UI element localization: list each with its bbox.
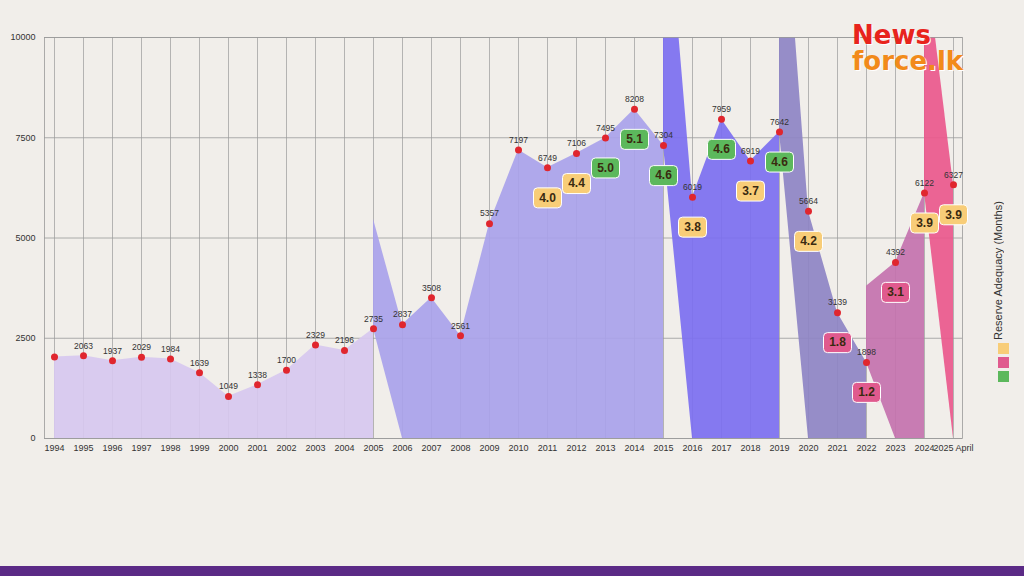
svg-text:2022: 2022 xyxy=(856,443,876,453)
svg-text:3.9: 3.9 xyxy=(945,208,962,222)
svg-text:6122: 6122 xyxy=(915,178,934,188)
svg-text:2025 April: 2025 April xyxy=(933,443,973,453)
svg-text:2063: 2063 xyxy=(74,340,93,350)
svg-text:2029: 2029 xyxy=(132,342,151,352)
svg-text:2019: 2019 xyxy=(769,443,789,453)
svg-text:1049: 1049 xyxy=(219,381,238,391)
svg-text:2009: 2009 xyxy=(479,443,499,453)
svg-text:5664: 5664 xyxy=(799,196,818,206)
svg-text:1.8: 1.8 xyxy=(829,335,846,349)
svg-text:5357: 5357 xyxy=(480,208,499,218)
svg-text:3.1: 3.1 xyxy=(887,285,904,299)
svg-text:10000: 10000 xyxy=(10,32,35,42)
svg-text:6327: 6327 xyxy=(944,170,963,180)
svg-text:1937: 1937 xyxy=(103,346,122,356)
svg-text:6749: 6749 xyxy=(538,153,557,163)
svg-text:2012: 2012 xyxy=(566,443,586,453)
svg-text:3.7: 3.7 xyxy=(742,184,759,198)
svg-text:2015: 2015 xyxy=(653,443,673,453)
html-text:Reserve Adequacy (Months): Reserve Adequacy (Months) xyxy=(992,201,1004,340)
svg-text:2023: 2023 xyxy=(885,443,905,453)
svg-text:7959: 7959 xyxy=(712,104,731,114)
svg-text:2003: 2003 xyxy=(305,443,325,453)
svg-text:1338: 1338 xyxy=(248,370,267,380)
svg-text:1997: 1997 xyxy=(131,443,151,453)
svg-text:3.8: 3.8 xyxy=(684,220,701,234)
svg-text:7106: 7106 xyxy=(567,138,586,148)
svg-text:2837: 2837 xyxy=(393,309,412,319)
svg-text:2017: 2017 xyxy=(711,443,731,453)
svg-text:2004: 2004 xyxy=(334,443,354,453)
svg-text:2329: 2329 xyxy=(306,330,325,340)
svg-text:7642: 7642 xyxy=(770,117,789,127)
svg-text:3508: 3508 xyxy=(422,283,441,293)
svg-text:7304: 7304 xyxy=(654,130,673,140)
svg-text:6919: 6919 xyxy=(741,146,760,156)
svg-text:4.6: 4.6 xyxy=(655,168,672,182)
svg-text:1898: 1898 xyxy=(857,347,876,357)
svg-text:1639: 1639 xyxy=(190,357,209,367)
svg-text:3139: 3139 xyxy=(828,297,847,307)
svg-text:2018: 2018 xyxy=(740,443,760,453)
svg-text:2002: 2002 xyxy=(276,443,296,453)
svg-text:2500: 2500 xyxy=(15,333,35,343)
svg-text:2008: 2008 xyxy=(450,443,470,453)
svg-text:0: 0 xyxy=(30,433,35,443)
html-text:force.lk: force.lk xyxy=(852,46,964,76)
svg-text:5.1: 5.1 xyxy=(626,132,643,146)
svg-text:2000: 2000 xyxy=(218,443,238,453)
svg-text:1.2: 1.2 xyxy=(858,385,875,399)
svg-text:2013: 2013 xyxy=(595,443,615,453)
svg-text:2001: 2001 xyxy=(247,443,267,453)
svg-text:8208: 8208 xyxy=(625,94,644,104)
svg-text:3.9: 3.9 xyxy=(916,216,933,230)
svg-text:1700: 1700 xyxy=(277,355,296,365)
svg-text:5000: 5000 xyxy=(15,233,35,243)
svg-text:1999: 1999 xyxy=(189,443,209,453)
svg-text:1995: 1995 xyxy=(73,443,93,453)
svg-text:2006: 2006 xyxy=(392,443,412,453)
svg-text:1994: 1994 xyxy=(44,443,64,453)
svg-text:4.4: 4.4 xyxy=(568,176,585,190)
svg-text:7495: 7495 xyxy=(596,123,615,133)
svg-text:2007: 2007 xyxy=(421,443,441,453)
svg-text:2010: 2010 xyxy=(508,443,528,453)
svg-text:2024: 2024 xyxy=(914,443,934,453)
svg-text:2735: 2735 xyxy=(364,314,383,324)
svg-text:2005: 2005 xyxy=(363,443,383,453)
svg-text:4392: 4392 xyxy=(886,247,905,257)
svg-text:1998: 1998 xyxy=(160,443,180,453)
svg-text:4.2: 4.2 xyxy=(800,234,817,248)
svg-text:1996: 1996 xyxy=(102,443,122,453)
svg-text:2021: 2021 xyxy=(827,443,847,453)
svg-text:1984: 1984 xyxy=(161,344,180,354)
svg-text:5.0: 5.0 xyxy=(597,161,614,175)
svg-text:7500: 7500 xyxy=(15,133,35,143)
svg-text:4.0: 4.0 xyxy=(539,191,556,205)
svg-text:2014: 2014 xyxy=(624,443,644,453)
svg-text:4.6: 4.6 xyxy=(713,142,730,156)
svg-text:7197: 7197 xyxy=(509,135,528,145)
svg-text:4.6: 4.6 xyxy=(771,155,788,169)
svg-text:2196: 2196 xyxy=(335,335,354,345)
svg-text:2020: 2020 xyxy=(798,443,818,453)
svg-text:6019: 6019 xyxy=(683,182,702,192)
svg-text:2016: 2016 xyxy=(682,443,702,453)
svg-text:2561: 2561 xyxy=(451,321,470,331)
svg-text:2011: 2011 xyxy=(538,443,557,453)
html-text:News: News xyxy=(852,20,931,50)
